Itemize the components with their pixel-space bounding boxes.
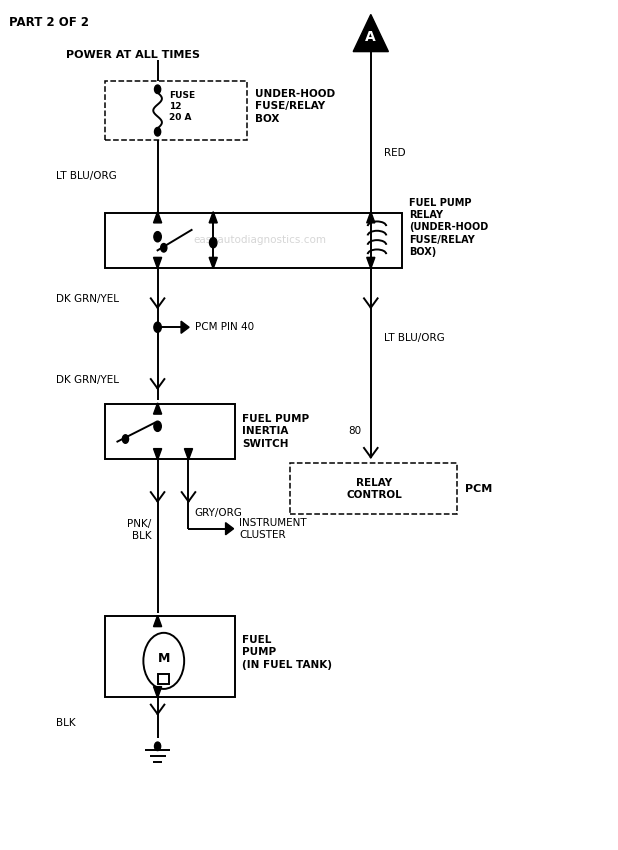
Text: FUSE
12
20 A: FUSE 12 20 A (169, 91, 195, 122)
Bar (290, 463, 457, 514)
Polygon shape (366, 258, 375, 269)
Polygon shape (353, 14, 388, 52)
Circle shape (154, 128, 161, 136)
Text: FUEL
PUMP
(IN FUEL TANK): FUEL PUMP (IN FUEL TANK) (242, 635, 332, 670)
Text: PART 2 OF 2: PART 2 OF 2 (9, 15, 89, 29)
Polygon shape (366, 212, 375, 223)
Text: easyautodiagnostics.com: easyautodiagnostics.com (193, 235, 326, 245)
Circle shape (154, 232, 161, 242)
Text: UNDER-HOOD
FUSE/RELAY
BOX: UNDER-HOOD FUSE/RELAY BOX (255, 89, 335, 123)
Polygon shape (153, 449, 162, 460)
Text: PCM: PCM (465, 484, 492, 494)
Polygon shape (153, 687, 162, 698)
Bar (105, 81, 247, 140)
Text: LT BLU/ORG: LT BLU/ORG (56, 171, 116, 181)
Circle shape (154, 322, 161, 332)
Bar (158, 674, 169, 684)
Text: FUEL PUMP
INERTIA
SWITCH: FUEL PUMP INERTIA SWITCH (242, 414, 310, 449)
Bar (105, 404, 235, 459)
Text: DK GRN/YEL: DK GRN/YEL (56, 375, 119, 385)
Text: 80: 80 (349, 426, 362, 436)
Text: GRY/ORG: GRY/ORG (195, 508, 242, 518)
Text: PNK/
BLK: PNK/ BLK (127, 518, 151, 541)
Circle shape (210, 237, 217, 248)
Bar (105, 616, 235, 697)
Polygon shape (153, 258, 162, 269)
Polygon shape (153, 403, 162, 414)
Text: RED: RED (384, 148, 406, 158)
Bar (105, 212, 402, 268)
Text: M: M (158, 652, 170, 665)
Polygon shape (184, 449, 193, 460)
Polygon shape (209, 258, 218, 269)
Text: PCM PIN 40: PCM PIN 40 (195, 322, 254, 332)
Text: RELAY
CONTROL: RELAY CONTROL (346, 478, 402, 500)
Polygon shape (153, 212, 162, 223)
Text: FUEL PUMP
RELAY
(UNDER-HOOD
FUSE/RELAY
BOX): FUEL PUMP RELAY (UNDER-HOOD FUSE/RELAY B… (409, 197, 488, 258)
Circle shape (154, 742, 161, 751)
Polygon shape (153, 615, 162, 626)
Text: DK GRN/YEL: DK GRN/YEL (56, 294, 119, 304)
Text: BLK: BLK (56, 717, 75, 728)
Text: INSTRUMENT
CLUSTER: INSTRUMENT CLUSTER (239, 518, 307, 540)
Polygon shape (181, 321, 189, 333)
Circle shape (122, 435, 129, 444)
Polygon shape (209, 212, 218, 223)
Text: POWER AT ALL TIMES: POWER AT ALL TIMES (66, 50, 200, 60)
Polygon shape (226, 523, 234, 535)
Text: A: A (365, 30, 376, 44)
Circle shape (154, 421, 161, 432)
Text: LT BLU/ORG: LT BLU/ORG (384, 333, 445, 343)
Circle shape (154, 85, 161, 94)
Circle shape (161, 244, 167, 252)
